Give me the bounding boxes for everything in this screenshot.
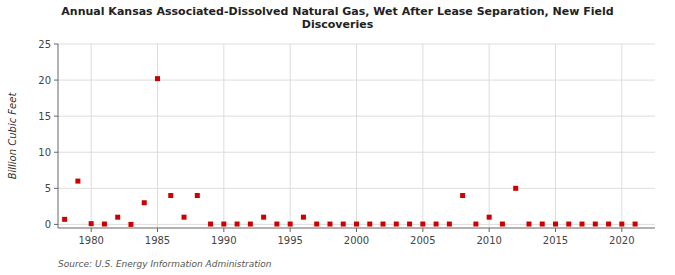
point [633, 222, 638, 227]
point [500, 222, 505, 227]
point [580, 222, 585, 227]
point [540, 222, 545, 227]
x-tick [91, 228, 92, 232]
x-grid-line [489, 44, 490, 228]
point [75, 179, 80, 184]
x-axis-line [58, 228, 655, 229]
x-grid-line [290, 44, 291, 228]
y-axis-label: Billion Cubic Feet [7, 92, 18, 180]
x-tick [356, 228, 357, 232]
x-tick-label: 2010 [476, 235, 501, 246]
y-tick-label: 10 [38, 147, 51, 158]
x-tick [489, 228, 490, 232]
point [354, 222, 359, 227]
point [274, 222, 279, 227]
point [288, 222, 293, 227]
x-tick-label: 1995 [277, 235, 302, 246]
x-grid-line [621, 44, 622, 228]
title-line: Annual Kansas Associated-Dissolved Natur… [61, 5, 613, 18]
point [434, 222, 439, 227]
point [221, 222, 226, 227]
point [327, 222, 332, 227]
x-grid-line [157, 44, 158, 228]
x-tick [555, 228, 556, 232]
point [208, 222, 213, 227]
x-tick [157, 228, 158, 232]
x-tick [290, 228, 291, 232]
y-tick-label: 20 [38, 75, 51, 86]
y-tick [54, 80, 58, 81]
point [155, 76, 160, 81]
point [619, 222, 624, 227]
point [420, 222, 425, 227]
source-note: Source: U.S. Energy Information Administ… [58, 259, 272, 269]
point [407, 222, 412, 227]
point [128, 222, 133, 227]
point [168, 193, 173, 198]
point [182, 215, 187, 220]
y-axis-line [58, 44, 59, 228]
point [102, 222, 107, 227]
x-tick [422, 228, 423, 232]
point [248, 222, 253, 227]
point [513, 186, 518, 191]
point [89, 221, 94, 226]
point [566, 222, 571, 227]
y-tick-label: 0 [45, 219, 51, 230]
y-tick-label: 5 [45, 183, 51, 194]
y-tick [54, 188, 58, 189]
grid [58, 44, 655, 228]
point [381, 222, 386, 227]
title: Annual Kansas Associated-Dissolved Natur… [61, 5, 613, 31]
y-tick-label: 25 [38, 39, 51, 50]
point [553, 222, 558, 227]
points [62, 76, 637, 227]
title-line: Discoveries [302, 18, 374, 31]
x-grid-line [91, 44, 92, 228]
x-grid-line [422, 44, 423, 228]
y-tick [54, 152, 58, 153]
x-tick-label: 1980 [78, 235, 103, 246]
x-tick-label: 1990 [211, 235, 236, 246]
y-tick [54, 116, 58, 117]
point [62, 217, 67, 222]
point [473, 222, 478, 227]
y-tick [54, 44, 58, 45]
point [142, 200, 147, 205]
x-tick-label: 2015 [543, 235, 568, 246]
x-grid-line [555, 44, 556, 228]
x-tick-label: 2005 [410, 235, 435, 246]
x-tick-label: 1985 [145, 235, 170, 246]
point [195, 193, 200, 198]
point [394, 222, 399, 227]
y-tick-label: 15 [38, 111, 51, 122]
x-grid-line [223, 44, 224, 228]
point [593, 222, 598, 227]
x-tick [223, 228, 224, 232]
x-grid-line [356, 44, 357, 228]
point [606, 222, 611, 227]
point [341, 222, 346, 227]
point [115, 215, 120, 220]
point [526, 222, 531, 227]
point [235, 222, 240, 227]
point [447, 222, 452, 227]
x-tick-label: 2020 [609, 235, 634, 246]
point [487, 215, 492, 220]
chart: Annual Kansas Associated-Dissolved Natur… [0, 0, 675, 275]
y-tick [54, 224, 58, 225]
point [367, 222, 372, 227]
point [261, 215, 266, 220]
point [314, 222, 319, 227]
point [460, 193, 465, 198]
x-tick [621, 228, 622, 232]
x-tick-label: 2000 [344, 235, 369, 246]
point [301, 215, 306, 220]
